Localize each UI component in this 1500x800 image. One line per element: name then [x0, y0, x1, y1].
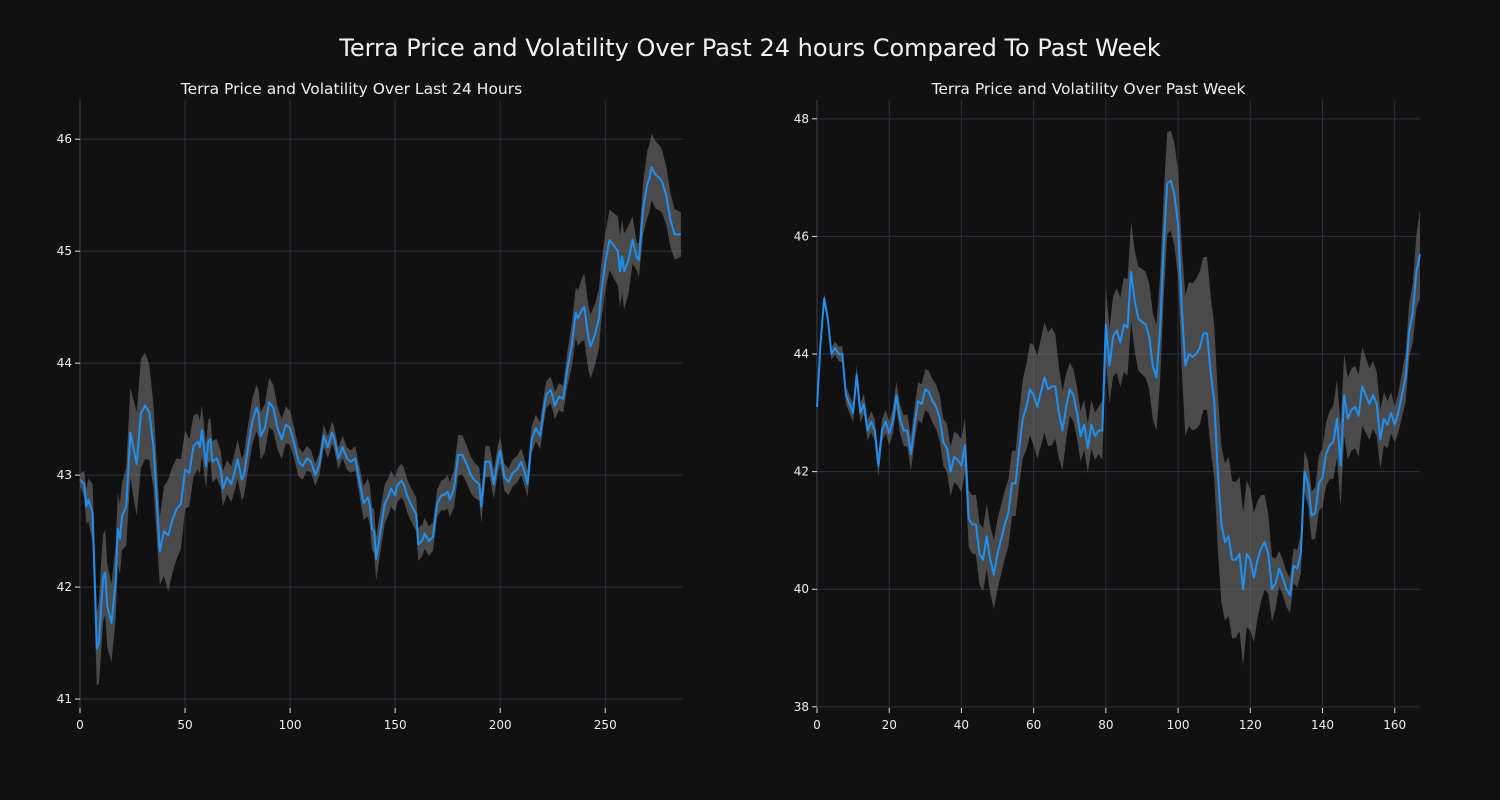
right-y-tick-label: 46: [794, 229, 809, 243]
right-y-tick-label: 42: [794, 465, 809, 479]
left-x-tick-label: 200: [489, 718, 512, 732]
right-y-tick-label: 38: [794, 700, 809, 714]
right-x-tick-label: 20: [882, 718, 897, 732]
right-x-tick-label: 160: [1383, 718, 1406, 732]
left-chart: 0 50 100 150 200 250 41 42 43 44 45 46 Terra Price a…: [57, 80, 683, 732]
left-x-tick-label: 50: [177, 718, 192, 732]
left-y-tick-label: 43: [57, 468, 72, 482]
left-x-tick-label: 150: [384, 718, 407, 732]
right-x-tick-label: 100: [1167, 718, 1190, 732]
right-x-tick-label: 80: [1098, 718, 1113, 732]
left-chart-title: Terra Price and Volatility Over Last 24 …: [180, 80, 522, 98]
right-x-tick-label: 140: [1311, 718, 1334, 732]
right-volatility-band: [817, 130, 1420, 666]
left-x-tick-label: 250: [594, 718, 617, 732]
left-x-tick-label: 0: [76, 718, 84, 732]
right-chart-title: Terra Price and Volatility Over Past Wee…: [931, 80, 1246, 98]
right-y-tick-label: 48: [794, 112, 809, 126]
left-y-tick-label: 44: [57, 356, 72, 370]
left-y-tick-label: 45: [57, 244, 72, 258]
left-y-tick-label: 41: [57, 692, 72, 706]
right-x-tick-label: 60: [1026, 718, 1041, 732]
right-y-tick-label: 44: [794, 347, 809, 361]
left-volatility-band: [80, 133, 681, 686]
left-price-line: [79, 166, 681, 650]
left-y-tick-label: 42: [57, 580, 72, 594]
main-title: Terra Price and Volatility Over Past 24 …: [339, 34, 1161, 62]
left-y-tick-label: 46: [57, 132, 72, 146]
right-x-tick-label: 120: [1239, 718, 1262, 732]
right-x-tick-label: 40: [954, 718, 969, 732]
left-x-tick-label: 100: [279, 718, 302, 732]
right-x-tick-label: 0: [813, 718, 821, 732]
right-chart: 0 20 40 60 80 100 120 140 160 38 40 42 44 46 48 Terra P…: [794, 80, 1421, 732]
right-y-tick-label: 40: [794, 582, 809, 596]
right-price-line: [816, 179, 1421, 597]
